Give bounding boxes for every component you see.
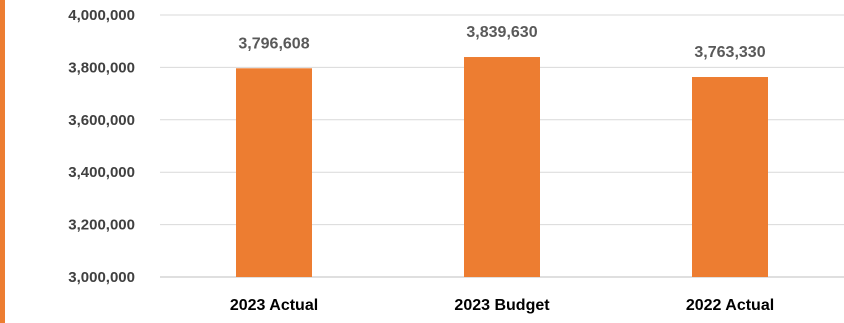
y-tick-label: 3,400,000 xyxy=(68,164,135,181)
y-tick-label: 3,800,000 xyxy=(68,59,135,76)
bar-2 xyxy=(464,57,540,278)
x-axis: 2023 Actual 2023 Budget 2022 Actual xyxy=(230,297,774,314)
y-axis: 3,000,000 3,200,000 3,400,000 3,600,000 3,80… xyxy=(68,7,135,286)
data-labels: 3,796,608 3,839,630 3,763,330 xyxy=(238,24,765,61)
bar-1 xyxy=(236,68,312,278)
x-category-label: 2023 Actual xyxy=(230,297,318,314)
y-tick-label: 3,000,000 xyxy=(68,269,135,286)
x-category-label: 2022 Actual xyxy=(686,297,774,314)
data-label: 3,796,608 xyxy=(238,35,309,52)
y-tick-label: 3,200,000 xyxy=(68,217,135,234)
y-tick-label: 3,600,000 xyxy=(68,112,135,129)
data-label: 3,839,630 xyxy=(466,24,537,41)
data-label: 3,763,330 xyxy=(694,44,765,61)
x-category-label: 2023 Budget xyxy=(454,297,550,314)
bar-3 xyxy=(692,77,768,277)
y-tick-label: 4,000,000 xyxy=(68,7,135,24)
bars xyxy=(236,57,768,278)
left-accent-bar xyxy=(0,0,5,323)
